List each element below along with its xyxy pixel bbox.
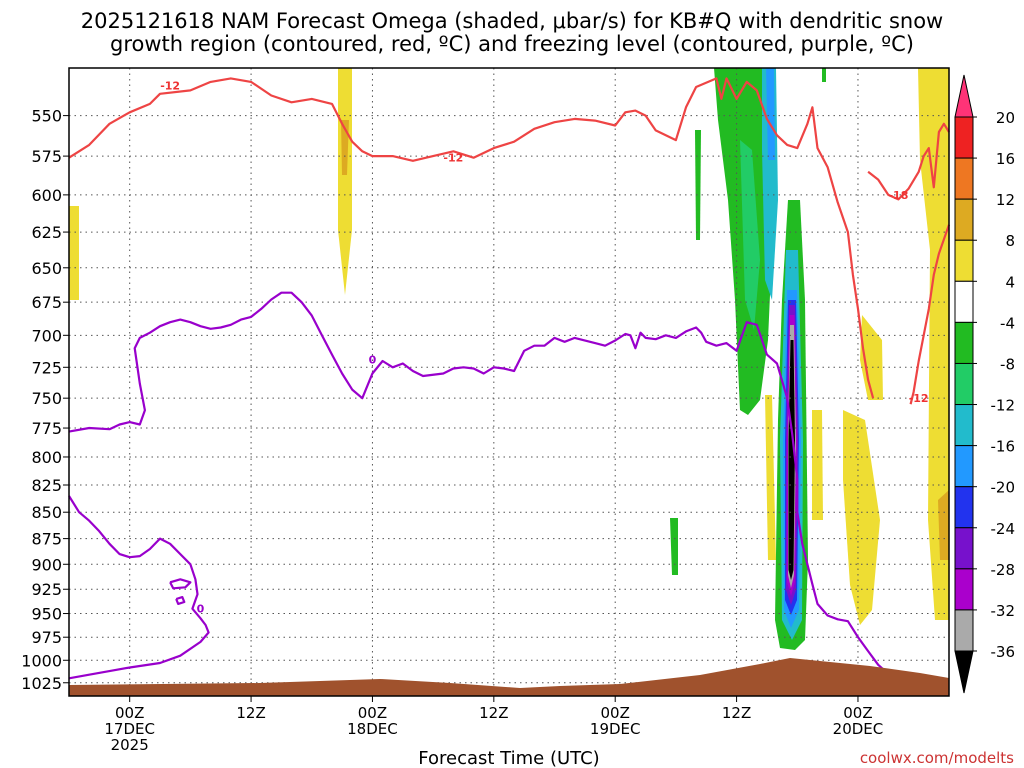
colorbar-label: 12 xyxy=(996,191,1015,209)
colorbar-segment xyxy=(955,446,973,487)
colorbar-segment xyxy=(955,610,973,651)
colorbar-label: 4 xyxy=(1005,273,1015,291)
colorbar-label: -20 xyxy=(991,479,1016,497)
y-tick-label: 925 xyxy=(31,580,62,599)
y-tick-label: 900 xyxy=(31,555,62,574)
colorbar-segment xyxy=(955,158,973,199)
y-tick-label: 675 xyxy=(31,293,62,312)
y-tick-label: 1025 xyxy=(21,674,62,693)
x-tick-label: 18DEC xyxy=(347,720,398,738)
y-tick-label: 875 xyxy=(31,530,62,549)
y-tick-label: 775 xyxy=(31,419,62,438)
contour-label: 0 xyxy=(197,603,205,616)
y-tick-label: 725 xyxy=(31,358,62,377)
omega-field-green xyxy=(695,130,701,240)
colorbar-label: -28 xyxy=(991,561,1016,579)
credit-text: coolwx.com/modelts xyxy=(860,749,1014,767)
y-tick-label: 650 xyxy=(31,259,62,278)
omega-field-yellow xyxy=(69,206,79,300)
y-axis-ticks: 550 575 600 625 650 675 700 725 750 775 800 825 850 8… xyxy=(21,107,69,693)
colorbar-label: -24 xyxy=(991,520,1016,538)
y-tick-label: 975 xyxy=(31,628,62,647)
colorbar-label: -36 xyxy=(991,643,1016,661)
contour-label: -12 xyxy=(909,392,929,405)
colorbar-segment xyxy=(955,569,973,610)
colorbar-segment xyxy=(955,528,973,569)
colorbar-segment xyxy=(955,199,973,240)
x-axis-label: Forecast Time (UTC) xyxy=(418,748,599,768)
y-tick-label: 550 xyxy=(31,107,62,126)
colorbar-segment xyxy=(955,405,973,446)
colorbar-label: -4 xyxy=(1000,314,1015,332)
y-tick-label: 600 xyxy=(31,186,62,205)
y-tick-label: 1000 xyxy=(21,651,62,670)
colorbar-segment xyxy=(955,487,973,528)
y-tick-label: 825 xyxy=(31,476,62,495)
colorbar-label: 20 xyxy=(996,109,1015,127)
contour-label: -18 xyxy=(888,189,908,202)
colorbar-segment xyxy=(955,281,973,322)
omega-time-height-chart: 2025121618 NAM Forecast Omega (shaded, μ… xyxy=(0,0,1024,768)
colorbar-segment xyxy=(955,363,973,404)
x-tick-label: 19DEC xyxy=(590,720,641,738)
colorbar-label: 16 xyxy=(996,150,1015,168)
contour-label: 0 xyxy=(369,354,377,367)
colorbar-label: -8 xyxy=(1000,355,1015,373)
colorbar-label: -12 xyxy=(991,397,1016,415)
x-tick-label: 12Z xyxy=(722,704,751,722)
colorbar-top-arrow xyxy=(955,75,973,117)
x-tick-label: 2025 xyxy=(111,736,149,754)
colorbar: 20 16 12 8 4 -4 -8 -12 -16 -20 -24 -28 -32 -36 xyxy=(955,75,1015,693)
chart-title-line-2: growth region (contoured, red, ºC) and f… xyxy=(110,32,914,56)
colorbar-label: -16 xyxy=(991,438,1016,456)
colorbar-segment xyxy=(955,117,973,158)
x-tick-label: 12Z xyxy=(479,704,508,722)
y-tick-label: 700 xyxy=(31,326,62,345)
y-tick-label: 575 xyxy=(31,147,62,166)
x-tick-label: 20DEC xyxy=(833,720,884,738)
omega-field-orange xyxy=(938,490,949,560)
colorbar-bottom-arrow xyxy=(955,651,973,693)
colorbar-label: -32 xyxy=(991,602,1016,620)
y-tick-label: 750 xyxy=(31,389,62,408)
y-tick-label: 950 xyxy=(31,605,62,624)
colorbar-segment xyxy=(955,240,973,281)
chart-title-line-1: 2025121618 NAM Forecast Omega (shaded, μ… xyxy=(81,9,943,33)
y-tick-label: 850 xyxy=(31,503,62,522)
omega-field-green xyxy=(822,68,826,82)
contour-label: -12 xyxy=(443,152,463,165)
x-tick-label: 12Z xyxy=(236,704,265,722)
y-tick-label: 800 xyxy=(31,448,62,467)
colorbar-label: 8 xyxy=(1005,232,1015,250)
y-tick-label: 625 xyxy=(31,223,62,242)
colorbar-segment xyxy=(955,322,973,363)
contour-label: -12 xyxy=(160,79,180,92)
omega-field-yellow xyxy=(812,410,823,520)
